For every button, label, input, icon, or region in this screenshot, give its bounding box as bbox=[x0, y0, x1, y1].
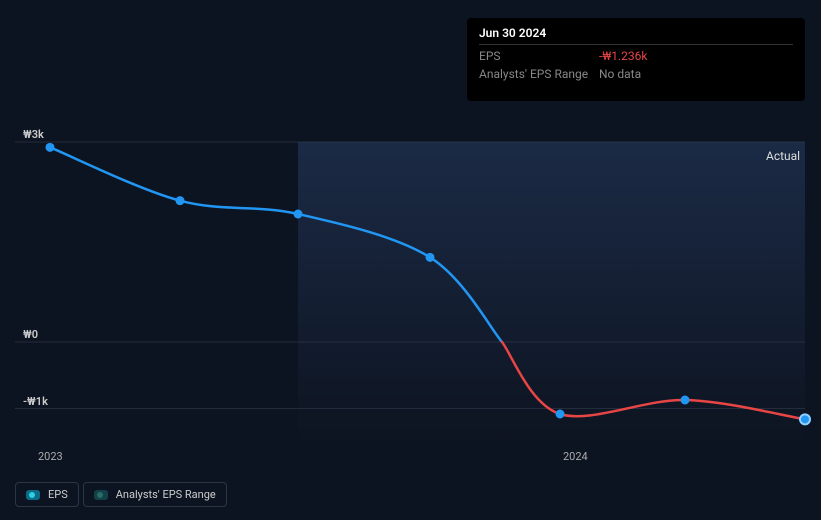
y-axis-tick-label: ₩3k bbox=[23, 128, 44, 141]
legend-label: Analysts' EPS Range bbox=[116, 488, 216, 501]
tooltip-label: Analysts' EPS Range bbox=[479, 67, 599, 81]
tooltip-date: Jun 30 2024 bbox=[479, 26, 793, 45]
tooltip-value: -₩1.236k bbox=[599, 49, 647, 63]
legend-label: EPS bbox=[48, 488, 68, 501]
x-axis-tick-label: 2024 bbox=[563, 450, 588, 463]
y-axis-tick-label: -₩1k bbox=[23, 395, 48, 408]
legend-item-eps[interactable]: EPS bbox=[15, 482, 79, 507]
line-chart-svg bbox=[15, 142, 805, 442]
tooltip-row-range: Analysts' EPS Range No data bbox=[479, 63, 793, 81]
actual-label: Actual bbox=[766, 149, 800, 163]
tooltip-row-eps: EPS -₩1.236k bbox=[479, 45, 793, 63]
plot-area[interactable] bbox=[15, 142, 805, 442]
tooltip-value: No data bbox=[599, 67, 641, 81]
eps-chart-container: Jun 30 2024 EPS -₩1.236k Analysts' EPS R… bbox=[0, 0, 821, 520]
chart-tooltip: Jun 30 2024 EPS -₩1.236k Analysts' EPS R… bbox=[467, 18, 805, 101]
legend-swatch-range bbox=[94, 490, 108, 500]
legend-item-analyst-range[interactable]: Analysts' EPS Range bbox=[83, 482, 227, 507]
legend-swatch-eps bbox=[26, 490, 40, 500]
tooltip-label: EPS bbox=[479, 49, 599, 63]
y-axis-tick-label: ₩0 bbox=[23, 328, 38, 341]
x-axis-tick-label: 2023 bbox=[38, 450, 63, 463]
chart-legend: EPS Analysts' EPS Range bbox=[15, 482, 227, 507]
